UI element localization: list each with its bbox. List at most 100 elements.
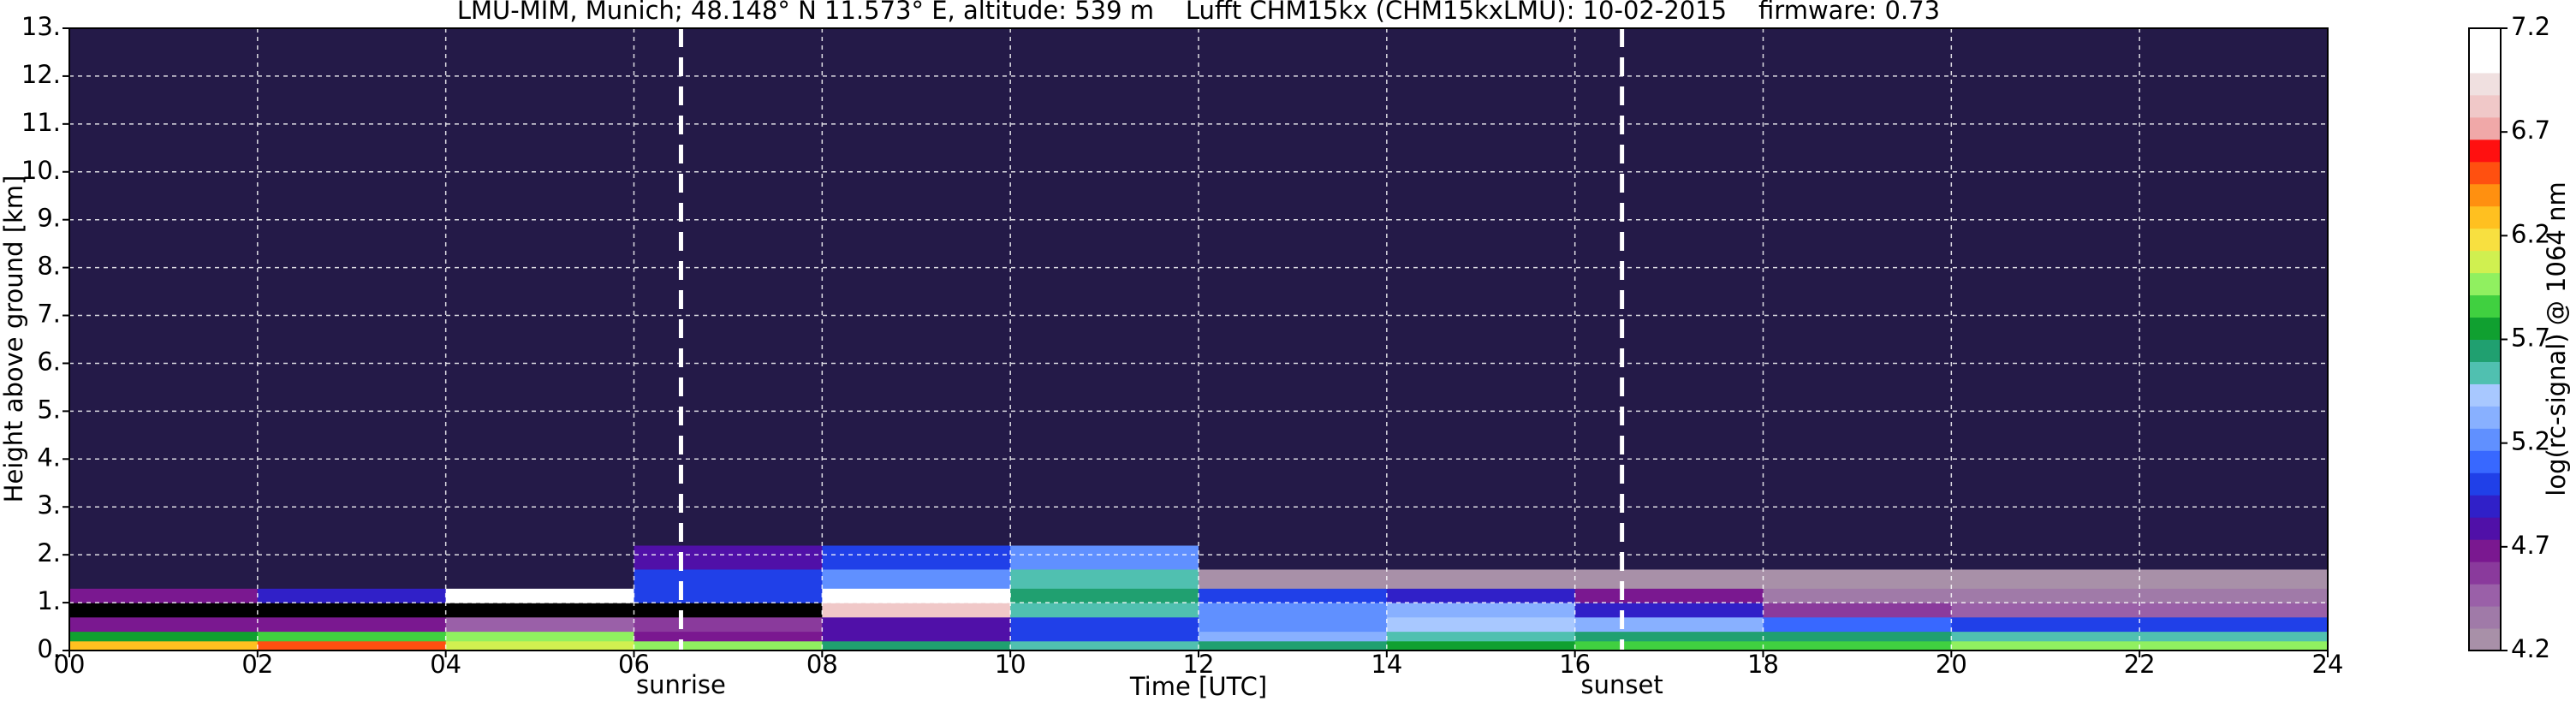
heatmap-cell bbox=[1199, 568, 1388, 589]
colorbar-swatch bbox=[2469, 472, 2501, 496]
colorbar-swatch bbox=[2469, 406, 2501, 429]
x-tick-label: 16 bbox=[1559, 650, 1591, 679]
heatmap-cell bbox=[1199, 588, 1388, 603]
heatmap-cell bbox=[634, 28, 823, 269]
heatmap-cell bbox=[1763, 544, 1952, 570]
heatmap-cell bbox=[634, 588, 823, 603]
heatmap-cell bbox=[1951, 459, 2140, 546]
y-tick-label: 0. bbox=[37, 634, 61, 663]
heatmap-cell bbox=[1763, 603, 1952, 618]
heatmap-cell bbox=[822, 459, 1011, 546]
colorbar-swatch bbox=[2469, 250, 2501, 274]
heatmap-cell bbox=[634, 603, 823, 618]
heatmap-cell bbox=[822, 603, 1011, 618]
colorbar-tick-label: 7.2 bbox=[2511, 12, 2550, 41]
colorbar-swatch bbox=[2469, 317, 2501, 340]
colorbar-tick-label: 4.2 bbox=[2511, 634, 2550, 663]
colorbar-swatch bbox=[2469, 539, 2501, 562]
y-tick-label: 9. bbox=[37, 204, 61, 233]
x-tick-label: 12 bbox=[1183, 650, 1215, 679]
colorbar-swatch bbox=[2469, 606, 2501, 629]
colorbar-swatch bbox=[2469, 116, 2501, 140]
heatmap-cell bbox=[1574, 616, 1764, 633]
x-tick-label: 22 bbox=[2124, 650, 2156, 679]
x-tick-label: 20 bbox=[1936, 650, 1967, 679]
y-axis-label: Height above ground [km] bbox=[0, 175, 28, 503]
heatmap-cell bbox=[634, 544, 823, 570]
heatmap-cell bbox=[257, 568, 447, 589]
heatmap-cell bbox=[1386, 28, 1576, 269]
colorbar-swatch bbox=[2469, 339, 2501, 362]
heatmap-cell bbox=[1199, 631, 1388, 642]
heatmap-cell bbox=[1951, 616, 2140, 633]
colorbar-swatch bbox=[2469, 495, 2501, 518]
colorbar-swatch bbox=[2469, 72, 2501, 96]
heatmap-cell bbox=[445, 544, 634, 570]
heatmap-cell bbox=[69, 588, 259, 603]
plot-frame bbox=[68, 27, 2329, 651]
heatmap-cell bbox=[69, 459, 259, 546]
y-tick-label: 5. bbox=[37, 395, 61, 424]
heatmap-cell bbox=[69, 603, 259, 618]
heatmap-cell bbox=[822, 544, 1011, 570]
heatmap-cell bbox=[257, 588, 447, 603]
heatmap-cell bbox=[69, 544, 259, 570]
heatmap-cell bbox=[822, 28, 1011, 269]
x-tick-label: 04 bbox=[430, 650, 461, 679]
heatmap-cell bbox=[822, 616, 1011, 633]
heatmap-cell bbox=[1763, 459, 1952, 546]
heatmap-cell bbox=[1199, 28, 1388, 269]
y-tick-label: 10. bbox=[21, 156, 61, 185]
colorbar-swatch bbox=[2469, 272, 2501, 296]
heatmap-cell bbox=[2139, 640, 2329, 651]
heatmap-cell bbox=[69, 631, 259, 642]
heatmap-cell bbox=[1199, 616, 1388, 633]
heatmap-cell bbox=[1574, 588, 1764, 603]
heatmap-cell bbox=[1574, 568, 1764, 589]
y-tick-label: 12. bbox=[21, 60, 61, 89]
heatmap-cell bbox=[1386, 631, 1576, 642]
heatmap-cell bbox=[1386, 568, 1576, 589]
x-tick-label: 08 bbox=[806, 650, 838, 679]
colorbar-swatch bbox=[2469, 294, 2501, 318]
heatmap-cell bbox=[1010, 544, 1199, 570]
colorbar-tick-label: 4.7 bbox=[2511, 531, 2550, 560]
heatmap-cell bbox=[445, 616, 634, 633]
heatmap-cell bbox=[69, 640, 259, 651]
colorbar-swatch bbox=[2469, 205, 2501, 229]
heatmap-cell bbox=[822, 640, 1011, 651]
heatmap-cell bbox=[1763, 640, 1952, 651]
colorbar-swatch bbox=[2469, 161, 2501, 185]
heatmap-cell bbox=[445, 568, 634, 589]
heatmap-cell bbox=[2139, 459, 2329, 546]
y-tick-label: 1. bbox=[37, 586, 61, 615]
y-tick-label: 4. bbox=[37, 443, 61, 472]
annotation-label: sunset bbox=[1581, 670, 1663, 699]
colorbar-swatch bbox=[2469, 561, 2501, 585]
heatmap-cell bbox=[1199, 640, 1388, 651]
heatmap-cell bbox=[257, 544, 447, 570]
heatmap-cell bbox=[1199, 459, 1388, 546]
heatmap-cell bbox=[1951, 640, 2140, 651]
colorbar-swatch bbox=[2469, 383, 2501, 407]
heatmap-cell bbox=[1951, 631, 2140, 642]
colorbar-swatch bbox=[2469, 628, 2501, 651]
heatmap-cell bbox=[1010, 603, 1199, 618]
colorbar-tick-label: 6.2 bbox=[2511, 219, 2550, 248]
colorbar-tick-label: 6.7 bbox=[2511, 116, 2550, 145]
colorbar-swatch bbox=[2469, 94, 2501, 118]
x-tick-label: 02 bbox=[241, 650, 273, 679]
heatmap-cell bbox=[69, 28, 259, 269]
heatmap-cell bbox=[257, 640, 447, 651]
heatmap-cell bbox=[1951, 568, 2140, 589]
heatmap-cell bbox=[445, 28, 634, 269]
y-tick-label: 13. bbox=[21, 12, 61, 41]
heatmap-cell bbox=[1386, 588, 1576, 603]
heatmap-cell bbox=[445, 459, 634, 546]
heatmap-cell bbox=[634, 616, 823, 633]
heatmap-cell bbox=[1386, 640, 1576, 651]
heatmap-cell bbox=[1199, 544, 1388, 570]
colorbar-swatch bbox=[2469, 361, 2501, 384]
heatmap-cell bbox=[634, 631, 823, 642]
